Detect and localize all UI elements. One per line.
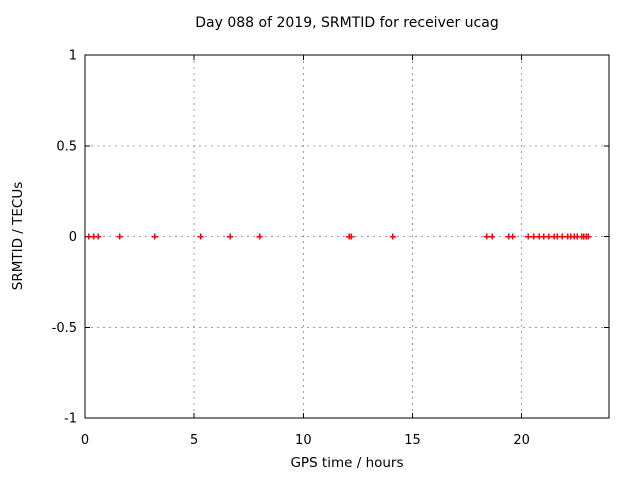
y-tick-label: 0.5 <box>56 139 77 154</box>
data-point <box>540 233 547 240</box>
x-tick-label: 10 <box>295 433 312 448</box>
data-point <box>197 233 204 240</box>
x-axis-label: GPS time / hours <box>290 455 404 471</box>
x-tick-label: 0 <box>81 433 89 448</box>
y-tick-label: -1 <box>64 412 77 427</box>
data-point <box>525 233 532 240</box>
data-point <box>227 233 234 240</box>
x-tick-label: 5 <box>190 433 198 448</box>
data-point <box>585 233 592 240</box>
data-point <box>530 233 537 240</box>
data-point <box>483 233 490 240</box>
y-tick-label: -0.5 <box>52 321 77 336</box>
plot-border <box>84 54 610 419</box>
data-point <box>389 233 396 240</box>
y-tick-label: 0 <box>69 230 77 245</box>
data-point <box>554 233 561 240</box>
data-point <box>348 233 355 240</box>
data-point <box>95 233 102 240</box>
data-point <box>559 233 566 240</box>
y-tick-label: 1 <box>69 49 77 64</box>
data-point <box>489 233 496 240</box>
x-tick-label: 15 <box>404 433 421 448</box>
data-point <box>545 233 552 240</box>
chart-title: Day 088 of 2019, SRMTID for receiver uca… <box>195 15 499 31</box>
data-point <box>151 233 158 240</box>
data-point <box>256 233 263 240</box>
x-tick-label: 20 <box>513 433 530 448</box>
data-point <box>116 233 123 240</box>
data-point <box>509 233 516 240</box>
